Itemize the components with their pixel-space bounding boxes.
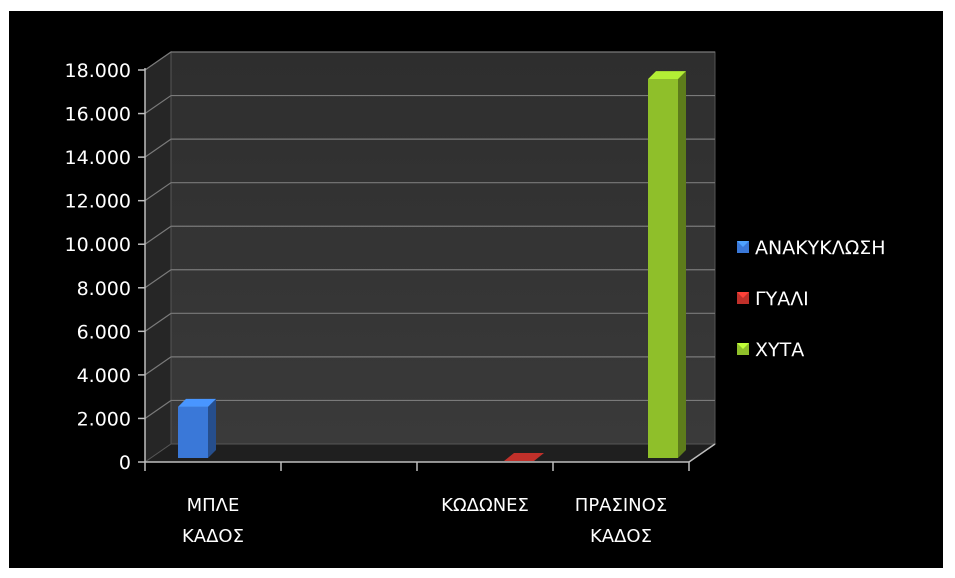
floor xyxy=(143,443,717,463)
bar-χυτα xyxy=(648,71,686,459)
back-wall xyxy=(170,51,716,445)
chart-frame: 0 2.000 4.000 6.000 8.000 10.000 12.000 14.000 1… xyxy=(9,11,943,568)
legend-swatch-highlight xyxy=(737,241,749,247)
gridline xyxy=(144,269,715,289)
bar-front xyxy=(648,79,678,459)
gridline xyxy=(144,94,715,115)
bar-ανακυκλωση xyxy=(178,398,216,458)
gridline xyxy=(144,312,715,332)
x-axis-depth xyxy=(688,443,716,463)
x-tick-label: ΚΑΔΟΣ xyxy=(590,526,652,547)
gridline xyxy=(144,356,715,376)
legend-swatch-highlight xyxy=(737,292,749,298)
y-tick-label: 2.000 xyxy=(77,408,131,430)
y-tick-label: 0 xyxy=(119,452,131,474)
gridline xyxy=(144,51,715,71)
y-tick-label: 18.000 xyxy=(65,60,131,82)
bar-side xyxy=(678,71,686,459)
y-tick-label: 6.000 xyxy=(77,321,131,343)
x-tick-label: ΜΠΛΕ xyxy=(187,495,240,516)
legend-label: ΧΥΤΑ xyxy=(755,339,804,361)
gridline xyxy=(144,399,715,419)
legend-label: ΓΥΑΛΙ xyxy=(755,288,809,310)
side-wall xyxy=(144,51,172,463)
legend-entry: ΧΥΤΑ xyxy=(737,339,804,361)
legend-swatch-highlight xyxy=(737,343,749,349)
gridline xyxy=(144,182,715,202)
bar-side xyxy=(208,398,216,458)
y-tick-label: 14.000 xyxy=(65,147,131,169)
legend-entry: ΑΝΑΚΥΚΛΩΣΗ xyxy=(737,237,886,259)
bar-front xyxy=(178,406,208,458)
bar-chart: 0 2.000 4.000 6.000 8.000 10.000 12.000 14.000 1… xyxy=(65,51,886,547)
gridline xyxy=(144,225,715,245)
y-tick-label: 4.000 xyxy=(77,365,131,387)
legend-entry: ΓΥΑΛΙ xyxy=(737,288,809,310)
bar-γυαλι xyxy=(504,453,544,461)
y-tick-label: 8.000 xyxy=(77,278,131,300)
y-tick-label: 10.000 xyxy=(65,234,131,256)
bar-top xyxy=(648,71,686,80)
bar-top xyxy=(504,453,544,461)
x-tick-label: ΚΩΔΩΝΕΣ xyxy=(441,495,529,516)
gridline xyxy=(144,138,715,158)
y-tick-label: 16.000 xyxy=(65,104,131,126)
y-tick-label: 12.000 xyxy=(65,191,131,213)
legend-label: ΑΝΑΚΥΚΛΩΣΗ xyxy=(755,237,886,259)
x-tick-label: ΚΑΔΟΣ xyxy=(182,526,244,547)
x-tick-label: ΠΡΑΣΙΝΟΣ xyxy=(575,495,667,516)
bar-top xyxy=(178,398,216,407)
